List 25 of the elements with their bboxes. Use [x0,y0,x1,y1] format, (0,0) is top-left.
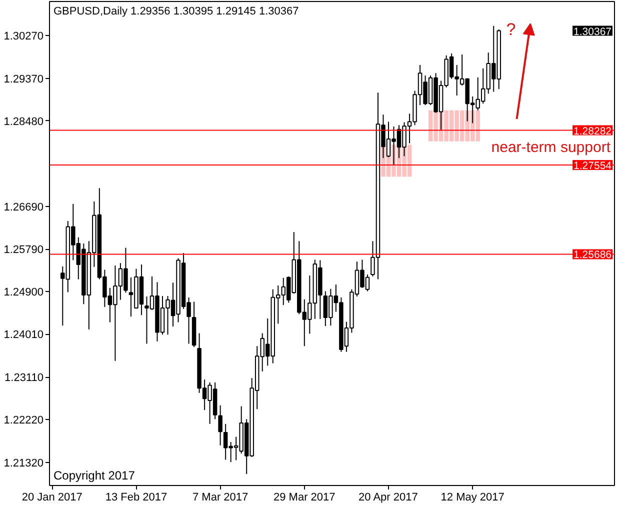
ref-line-label: 1.28282 [574,125,612,138]
chart-title: GBPUSD,Daily 1.29356 1.30395 1.29145 1.30367 [54,6,299,18]
x-tick-label: 7 Mar 2017 [192,492,248,504]
text: ? [506,20,516,39]
x-tick-label: 29 Mar 2017 [274,492,336,504]
y-tick-label: 1.22220 [4,414,44,427]
y-tick-label: 1.26690 [4,201,44,214]
y-tick-label: 1.25790 [4,244,44,256]
x-tick-label: 20 Apr 2017 [358,492,418,504]
y-tick-label: 1.24010 [4,329,44,342]
y-tick-label: 1.23110 [4,372,44,384]
text: 1.30367 [574,26,612,38]
x-tick-label: 13 Feb 2017 [105,492,168,504]
annotation: Copyright 2017 [54,468,136,482]
ref-line-label: 1.25686 [574,249,612,262]
y-tick-label: 1.24900 [4,286,44,299]
annotation: near-term support [491,139,612,156]
x-tick-label: 20 Jan 2017 [22,492,82,504]
y-tick-label: 1.28480 [4,116,44,128]
y-tick-label: 1.21320 [4,458,44,470]
y-tick-label: 1.29370 [4,73,44,86]
ref-line-label: 1.27554 [574,160,612,172]
y-tick-label: 1.30270 [4,30,44,42]
x-tick-label: 12 May 2017 [440,492,504,504]
candlestick [218,404,222,446]
